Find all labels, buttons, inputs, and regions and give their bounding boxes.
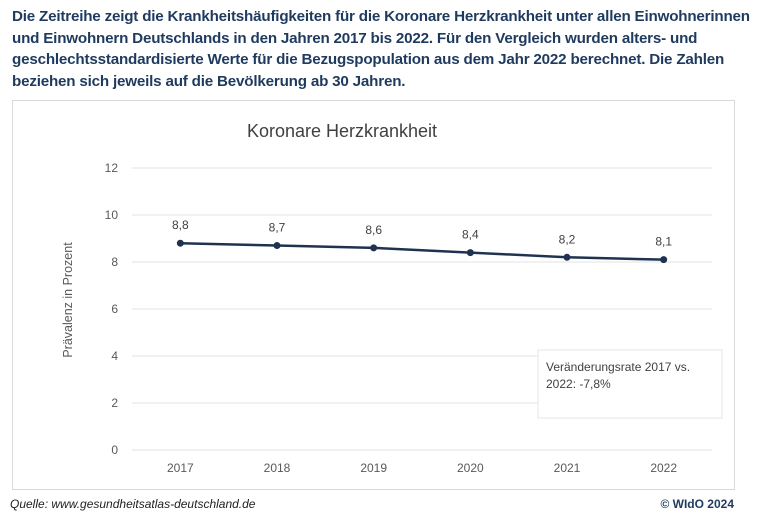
- copyright-text: © WIdO 2024: [660, 497, 734, 511]
- x-tick-label: 2022: [650, 461, 677, 475]
- annotation-text: 2022: -7,8%: [546, 377, 611, 391]
- y-tick-label: 6: [111, 302, 118, 316]
- x-tick-label: 2017: [167, 461, 194, 475]
- series-line: [180, 241, 664, 261]
- intro-text: Die Zeitreihe zeigt die Krankheitshäufig…: [12, 8, 750, 90]
- x-tick-label: 2018: [264, 461, 291, 475]
- y-axis-label: Prävalenz in Prozent: [61, 242, 75, 358]
- y-tick-label: 10: [105, 208, 119, 222]
- data-label: 8,8: [172, 218, 189, 232]
- data-point: [273, 242, 281, 250]
- y-tick-label: 4: [111, 349, 118, 363]
- data-label: 8,1: [655, 235, 672, 249]
- y-tick-label: 12: [105, 161, 119, 175]
- annotation-text: Veränderungsrate 2017 vs.: [546, 360, 690, 374]
- data-label: 8,2: [559, 232, 576, 246]
- y-tick-label: 0: [111, 443, 118, 457]
- chart-frame: [12, 100, 735, 490]
- y-tick-label: 2: [111, 396, 118, 410]
- y-tick-label: 8: [111, 255, 118, 269]
- data-point: [563, 253, 571, 261]
- data-point: [370, 244, 378, 252]
- x-tick-label: 2021: [554, 461, 581, 475]
- chart-title: Koronare Herzkrankheit: [247, 121, 437, 141]
- data-label: 8,7: [269, 221, 286, 235]
- data-label: 8,4: [462, 228, 479, 242]
- data-point: [660, 256, 668, 264]
- data-point: [176, 239, 184, 247]
- data-point: [466, 249, 474, 257]
- annotation-box: [537, 349, 723, 419]
- x-tick-label: 2020: [457, 461, 484, 475]
- x-tick-label: 2019: [360, 461, 387, 475]
- data-label: 8,6: [365, 223, 382, 237]
- source-text: Quelle: www.gesundheitsatlas-deutschland…: [10, 497, 256, 511]
